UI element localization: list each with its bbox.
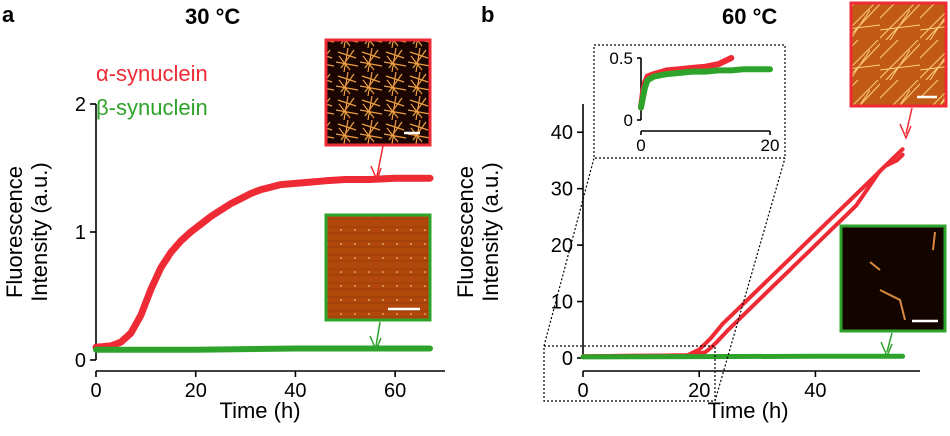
panel-a-plot (92, 174, 434, 353)
arrow-alpha-60C (899, 107, 913, 140)
inset: 0 0.5 0 20 (593, 44, 786, 159)
series-line (581, 152, 905, 359)
y-tick-label: 0 (75, 350, 86, 372)
y-tick-label: 0 (562, 348, 573, 370)
panel-b-axes: 0 10 20 30 40 0 20 40 (551, 104, 920, 402)
arrow-beta-30C (369, 321, 382, 352)
zoom-connector-left (543, 157, 595, 347)
micrograph-alpha-30C (324, 38, 432, 147)
series-line (580, 353, 906, 360)
y-tick-label: 20 (551, 235, 573, 257)
x-tick-label: 0 (577, 380, 588, 402)
y-tick-label: 40 (551, 122, 573, 144)
arrow-beta-60C (880, 332, 893, 358)
y-tick-label: 1 (75, 222, 86, 244)
panel-a-ylabel: Fluorescence Intensity (a.u.) (2, 162, 52, 301)
panel-a-label: a (2, 2, 15, 27)
x-tick-label: 20 (688, 380, 710, 402)
inset-plot (638, 55, 773, 111)
x-tick-label: 0 (90, 380, 101, 402)
panel-b-label: b (481, 2, 494, 27)
panel-b-plot (580, 147, 906, 360)
series-line (93, 345, 433, 353)
micrograph-beta-60C (839, 224, 947, 333)
micrograph-beta-30C (324, 213, 432, 322)
series-line (581, 147, 905, 359)
y-tick-label: 2 (75, 94, 86, 116)
arrow-alpha-30C (370, 145, 384, 183)
series-line (92, 174, 434, 351)
panel-a-title: 30 °C (185, 4, 240, 29)
x-tick-label: 40 (284, 380, 306, 402)
legend-beta: β-synuclein (96, 95, 208, 120)
zoom-connector-right (714, 157, 786, 402)
y-tick-label: 30 (551, 179, 573, 201)
y-tick-label: 0 (624, 111, 633, 130)
panel-a-ylabel-line2: Intensity (a.u.) (27, 162, 52, 301)
panel-b-xlabel: Time (h) (707, 398, 788, 423)
inset-axes: 0 0.5 0 20 (609, 49, 779, 155)
x-tick-label: 20 (761, 136, 780, 155)
inset-frame (593, 44, 786, 159)
x-tick-label: 20 (185, 380, 207, 402)
series-line (638, 66, 773, 111)
micrograph-alpha-60C (849, 1, 948, 108)
y-tick-label: 10 (551, 292, 573, 314)
x-tick-label: 60 (384, 380, 406, 402)
panel-a-xlabel: Time (h) (219, 398, 300, 423)
panel-b-title: 60 °C (722, 4, 777, 29)
panel-b-ylabel: Fluorescence Intensity (a.u.) (453, 162, 503, 301)
x-tick-label: 40 (804, 380, 826, 402)
legend-alpha: α-synuclein (96, 61, 208, 86)
panel-a-ylabel-line1: Fluorescence (2, 166, 27, 298)
x-tick-label: 0 (636, 136, 645, 155)
panel-b-ylabel-line1: Fluorescence (453, 166, 478, 298)
zoom-region-box (543, 345, 716, 402)
y-tick-label: 0.5 (609, 49, 633, 68)
panel-b-ylabel-line2: Intensity (a.u.) (478, 162, 503, 301)
